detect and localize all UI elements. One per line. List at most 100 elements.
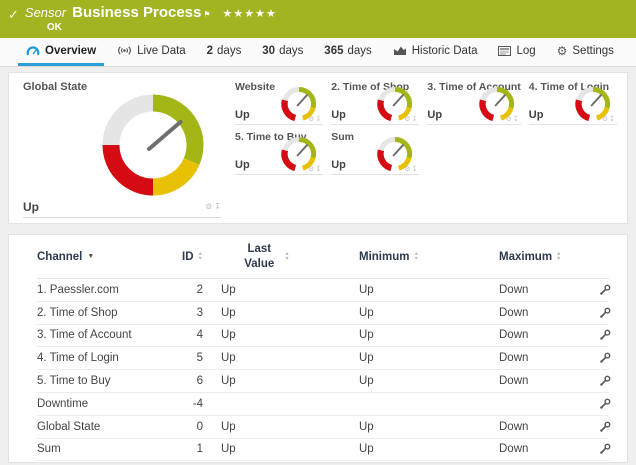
gauge-value: Up	[23, 200, 39, 214]
overview-panel: Global State Up ⚙ ↧ Website Up ⚙	[8, 72, 628, 224]
channel-last-value: Up	[221, 443, 236, 456]
channel-last-value: Up	[221, 375, 236, 388]
gauge-settings-icon[interactable]: ⚙	[601, 116, 609, 123]
channel-last-value: Up	[221, 420, 236, 433]
gear-icon: ⚙	[556, 43, 568, 58]
channel-name: 5. Time to Buy	[37, 375, 111, 388]
channel-name: 3. Time of Account	[37, 329, 132, 342]
channel-minimum: Up	[359, 283, 374, 296]
gauge-pin-icon[interactable]: ↧	[512, 116, 519, 123]
channel-settings-button[interactable]	[599, 421, 636, 433]
sort-icon[interactable]: ▲ ▼	[556, 251, 562, 262]
gauge-pin-icon[interactable]: ↧	[315, 166, 322, 173]
gauge-title: Website	[235, 81, 276, 93]
channel-id: 5	[196, 352, 203, 365]
tab-overview[interactable]: Overview	[18, 38, 105, 66]
gauge-needle-icon	[393, 144, 405, 157]
chart-icon	[393, 46, 406, 55]
gauge-settings-icon[interactable]: ⚙	[308, 116, 315, 123]
channel-settings-button[interactable]	[599, 284, 636, 296]
gauge-value: Up	[427, 109, 443, 121]
channel-settings-button[interactable]	[599, 352, 636, 364]
tab-live-data[interactable]: Live Data	[109, 38, 194, 66]
channel-name: Sum	[37, 443, 61, 456]
tab-2-days[interactable]: 2 days	[206, 44, 242, 57]
sort-desc-icon[interactable]: ▼	[87, 253, 95, 260]
channel-gauge-cell: 3. Time of Account Up ⚙ ↧	[427, 79, 521, 125]
tab-settings[interactable]: ⚙ Settings	[556, 43, 614, 58]
channel-id: 0	[196, 420, 203, 433]
channel-last-value: Up	[221, 352, 236, 365]
channel-settings-button[interactable]	[599, 329, 636, 341]
channel-name: 4. Time of Login	[37, 352, 119, 365]
channel-last-value: Up	[221, 283, 236, 296]
wrench-icon	[600, 375, 611, 386]
sort-icon[interactable]: ▲ ▼	[284, 251, 290, 262]
channel-maximum: Down	[499, 443, 529, 456]
sort-icon[interactable]: ▲ ▼	[197, 251, 203, 262]
table-row[interactable]: 3. Time of Account 4 Up Up Down	[37, 325, 611, 348]
table-row[interactable]: Global State 0 Up Up Down	[37, 416, 611, 439]
column-header-id[interactable]: ID ▲ ▼	[182, 250, 203, 263]
channel-maximum: Down	[499, 420, 529, 433]
channel-gauge	[479, 86, 514, 122]
channel-settings-button[interactable]	[599, 443, 636, 455]
channel-id: 4	[196, 329, 203, 342]
table-header-row: Channel ▼ ID ▲ ▼ Last Value ▲ ▼ Minimum ▲ ▼ …	[37, 235, 609, 279]
gauge-settings-icon[interactable]: ⚙	[404, 116, 411, 123]
table-row[interactable]: 2. Time of Shop 3 Up Up Down	[37, 302, 611, 325]
gauge-settings-icon[interactable]: ⚙	[205, 202, 213, 211]
wrench-icon	[600, 352, 611, 364]
table-row[interactable]: 5. Time to Buy 6 Up Up Down	[37, 370, 611, 393]
gauge-needle-icon	[590, 94, 602, 107]
gauge-settings-icon[interactable]: ⚙	[505, 116, 512, 123]
table-body: 1. Paessler.com 2 Up Up Down 2. Time of …	[37, 279, 611, 462]
channel-id: -4	[192, 397, 203, 410]
wrench-icon	[600, 330, 611, 341]
gauge-pin-icon[interactable]: ↧	[411, 116, 418, 123]
channel-gauge	[281, 86, 317, 122]
column-header-minimum[interactable]: Minimum ▲ ▼	[359, 250, 419, 263]
wrench-icon	[600, 444, 611, 455]
wrench-icon	[600, 421, 611, 432]
table-row[interactable]: 4. Time of Login 5 Up Up Down	[37, 347, 611, 371]
gauge-settings-icon[interactable]: ⚙	[404, 166, 411, 173]
channel-maximum: Down	[499, 329, 529, 342]
global-state-gauge-cell: Global State Up ⚙ ↧	[9, 73, 227, 223]
channel-gauge-cell: 4. Time of Login Up ⚙ ↧	[528, 79, 617, 125]
gauge-needle-icon	[296, 94, 309, 107]
channel-settings-button[interactable]	[599, 375, 636, 387]
channel-settings-button[interactable]	[599, 398, 636, 410]
channel-name: Global State	[37, 420, 101, 433]
channel-id: 1	[196, 443, 203, 456]
table-row[interactable]: 1. Paessler.com 2 Up Up Down	[37, 279, 611, 302]
channel-settings-button[interactable]	[599, 307, 636, 319]
page-title: Business Process	[72, 4, 202, 21]
column-header-last-value[interactable]: Last Value ▲ ▼	[244, 243, 290, 270]
tab-30-days[interactable]: 30 days	[262, 44, 304, 57]
channel-gauges-grid: Website Up ⚙ ↧ 2. Time of Shop Up ⚙ ↧	[227, 73, 627, 223]
tab-log[interactable]: Log	[490, 38, 543, 66]
channel-gauge	[377, 86, 413, 122]
tab-historic-data[interactable]: Historic Data	[385, 38, 486, 66]
tab-bar: Overview Live Data 2 days 30 days 365 da…	[0, 38, 636, 67]
gauge-value: Up	[235, 159, 250, 171]
tab-365-days[interactable]: 365 days	[324, 44, 372, 57]
priority-stars-icon[interactable]: ★★★★★	[222, 8, 277, 20]
gauge-pin-icon[interactable]: ↧	[214, 202, 221, 211]
table-row[interactable]: Downtime -4	[37, 393, 611, 416]
table-row[interactable]: Sum 1 Up Up Down	[37, 439, 611, 462]
channel-maximum: Down	[499, 283, 529, 296]
gauge-settings-icon[interactable]: ⚙	[308, 166, 315, 173]
sort-icon[interactable]: ▲ ▼	[413, 251, 419, 262]
column-header-maximum[interactable]: Maximum ▲ ▼	[499, 250, 562, 263]
column-header-channel[interactable]: Channel ▼	[37, 250, 95, 263]
gauge-needle-icon	[296, 144, 309, 157]
gauge-pin-icon[interactable]: ↧	[315, 116, 322, 123]
flag-icon[interactable]: ⚑	[203, 10, 211, 19]
gauge-title: 5. Time to Buy	[235, 131, 307, 143]
channel-gauge-cell: Website Up ⚙ ↧	[235, 79, 324, 125]
gauge-value: Up	[528, 109, 544, 121]
gauge-pin-icon[interactable]: ↧	[609, 116, 615, 123]
gauge-pin-icon[interactable]: ↧	[411, 166, 418, 173]
